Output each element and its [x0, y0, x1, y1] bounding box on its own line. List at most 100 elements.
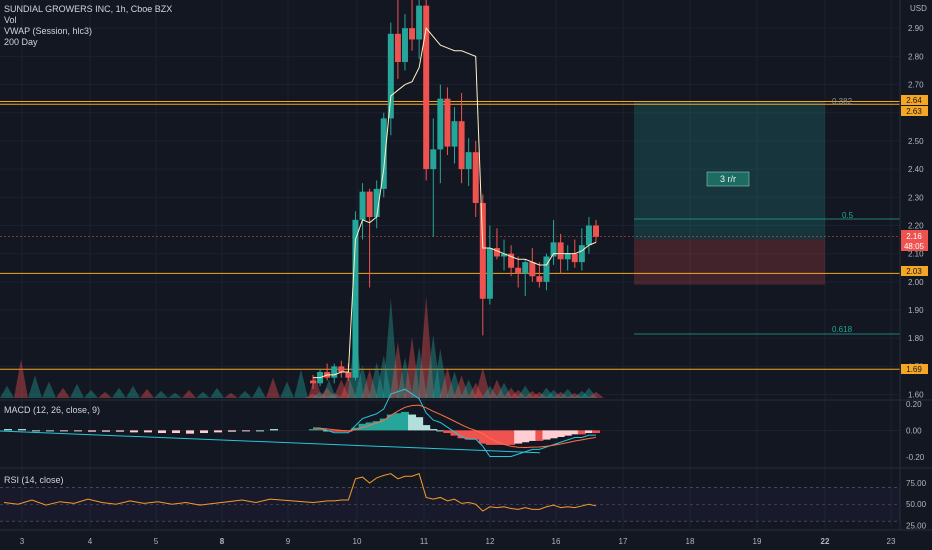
volume-bar [112, 387, 126, 398]
candle-body [409, 28, 416, 40]
volume-bar [182, 389, 196, 398]
volume-bar [453, 375, 470, 398]
profit-zone[interactable] [634, 101, 825, 240]
volume-bar [481, 385, 498, 398]
price-tick-label: 2.90 [908, 24, 924, 33]
volume-bar [488, 379, 505, 398]
volume-bar [396, 357, 413, 398]
rr-label: 3 r/r [706, 171, 750, 187]
volume-bar [56, 387, 70, 398]
macd-tick-label: 0.20 [906, 400, 922, 409]
volume-bar [510, 389, 527, 398]
volume-bar [319, 387, 336, 398]
time-tick-label: 23 [887, 537, 896, 546]
volume-bar [154, 390, 168, 398]
candle-body [543, 256, 550, 282]
candle-body [493, 248, 500, 257]
volume-bar [382, 298, 399, 398]
price-tick-label: 2.70 [908, 81, 924, 90]
macd-bar [592, 430, 600, 434]
volume-bar [340, 375, 357, 398]
macd-pane[interactable]: 0.20 0.00 -0.20 [0, 388, 925, 462]
macd-bar [528, 430, 537, 441]
macd-bar [535, 430, 544, 441]
macd-bar [471, 430, 480, 440]
candle-body [515, 267, 522, 274]
macd-bar [337, 430, 346, 432]
time-tick-label: 4 [88, 537, 93, 546]
volume-bar [460, 379, 477, 398]
macd-bar [372, 421, 381, 431]
macd-bar [330, 430, 339, 432]
volume-bar [446, 371, 463, 398]
rsi-tick-label: 75.00 [906, 479, 927, 488]
macd-line [313, 388, 596, 458]
rsi-tick-label: 50.00 [906, 500, 927, 509]
time-tick-label: 19 [753, 537, 762, 546]
macd-bar [158, 430, 166, 434]
macd-legend[interactable]: MACD (12, 26, close, 9) [4, 405, 100, 416]
signal-line [313, 404, 597, 449]
rsi-legend[interactable]: RSI (14, close) [4, 475, 64, 486]
macd-bar [422, 425, 431, 431]
macd-bar [144, 430, 152, 433]
macd-bar [542, 430, 551, 440]
volume-bar [517, 385, 534, 398]
macd-bar [478, 430, 487, 444]
loss-zone[interactable] [634, 239, 825, 285]
symbol-title[interactable]: SUNDIAL GROWERS INC, 1h, Cboe BZX [4, 4, 173, 14]
macd-bar [450, 430, 459, 436]
currency-label: USD [910, 4, 927, 13]
macd-bar [172, 430, 180, 434]
macd-bar [507, 430, 516, 445]
macd-bar [492, 430, 501, 445]
candle-body [338, 366, 345, 373]
time-tick-label: 18 [686, 537, 695, 546]
macd-bar [393, 413, 402, 431]
candle-body [472, 152, 479, 203]
time-axis[interactable]: 3 4 5 8 9 10 11 12 16 17 18 19 22 23 [0, 529, 932, 546]
macd-bar [18, 429, 26, 431]
candle-body [508, 253, 515, 268]
price-tick-label: 1.80 [908, 334, 924, 343]
indicator-vol[interactable]: Vol [4, 15, 17, 25]
volume-bar [98, 391, 112, 398]
candle-body [501, 253, 508, 257]
volume-bar [418, 296, 435, 398]
candle-body [437, 98, 444, 150]
volume-bar [70, 383, 84, 398]
macd-bar [386, 414, 395, 431]
volume-bar [280, 381, 294, 398]
indicator-200day[interactable]: 200 Day [4, 37, 38, 47]
price-axis[interactable]: USD 2.902.802.702.602.502.402.302.202.10… [899, 0, 927, 530]
countdown-badge: 48:05 [904, 242, 925, 251]
macd-bar [46, 430, 54, 432]
volume-bar [531, 391, 548, 398]
rsi-tick-label: 25.00 [906, 521, 927, 530]
volume-bar [354, 365, 371, 398]
macd-bar [88, 430, 96, 432]
volume-bar [573, 390, 590, 398]
indicator-vwap[interactable]: VWAP (Session, hlc3) [4, 26, 93, 36]
rsi-pane[interactable]: 75.00 50.00 25.00 [0, 473, 927, 531]
macd-bar [60, 430, 68, 432]
candle-body [557, 242, 564, 260]
badge-263: 2.63 [906, 107, 922, 116]
macd-bar [429, 429, 438, 431]
price-badges: 2.64 2.63 2.16 48:05 2.03 1.69 [901, 95, 928, 374]
macd-bar [309, 429, 317, 431]
macd-bar [200, 430, 208, 434]
risk-reward-tool[interactable] [634, 101, 825, 285]
fib-05-label: 0.5 [842, 211, 854, 220]
volume-bar [322, 379, 336, 398]
macd-bar [351, 427, 360, 431]
macd-tick-label: 0.00 [906, 426, 922, 435]
volume-bar [552, 391, 569, 398]
candle-body [451, 121, 458, 147]
volume-bar [432, 349, 449, 398]
volume-bar [333, 379, 350, 398]
time-tick-label: 10 [353, 537, 362, 546]
macd-bar [400, 411, 409, 431]
volume-bar [224, 392, 238, 398]
